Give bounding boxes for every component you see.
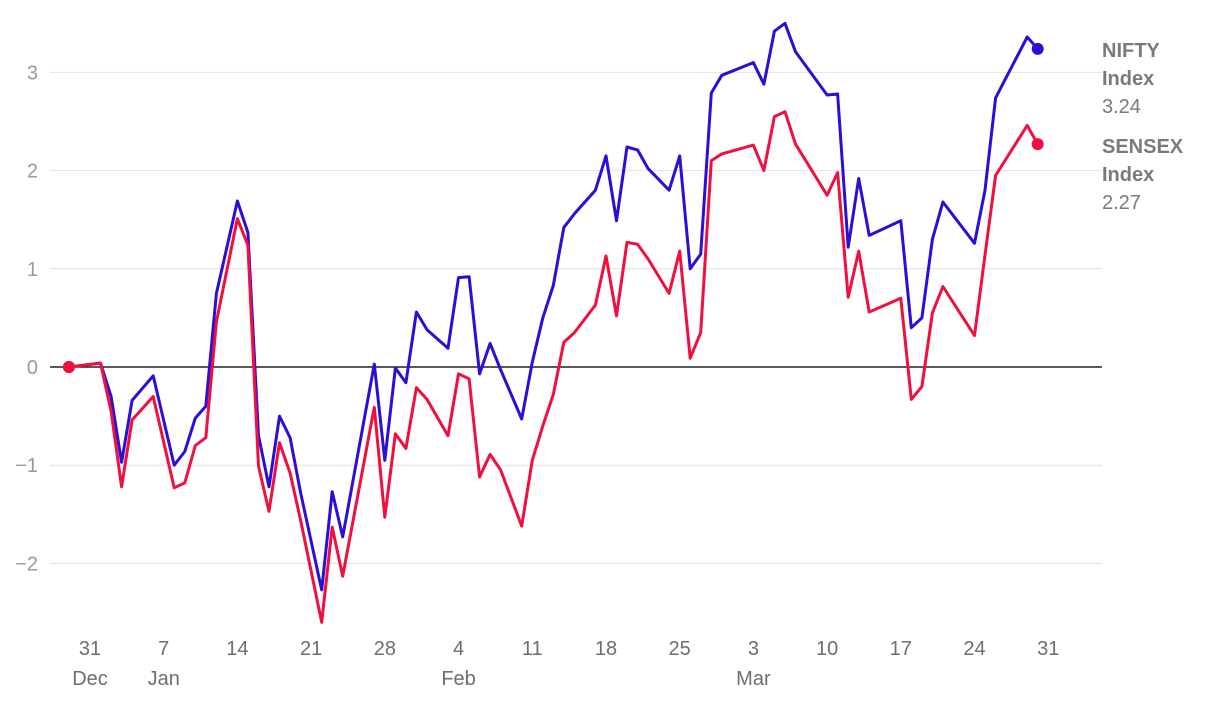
legend-series-name: Index [1102, 68, 1154, 90]
x-tick-label: 31 [79, 638, 101, 660]
x-tick-label: 14 [226, 638, 248, 660]
series-start-point [62, 361, 75, 373]
x-month-label: Jan [148, 668, 180, 690]
legend-series-name: SENSEX [1102, 136, 1184, 158]
series-line-nifty [67, 21, 1040, 592]
y-tick-label: 3 [27, 62, 38, 84]
y-tick-label: −1 [15, 455, 38, 477]
x-tick-label: 25 [669, 638, 691, 660]
x-month-label: Dec [72, 668, 108, 690]
x-tick-label: 28 [374, 638, 396, 660]
x-tick-label: 24 [963, 638, 985, 660]
x-tick-label: 17 [890, 638, 912, 660]
y-tick-label: −2 [15, 553, 38, 575]
x-tick-label: 11 [522, 638, 543, 660]
legend-series-value: 3.24 [1102, 96, 1141, 118]
y-tick-label: 0 [27, 357, 38, 379]
x-month-label: Feb [441, 668, 475, 690]
y-tick-label: 1 [27, 259, 38, 281]
x-tick-label: 3 [748, 638, 759, 660]
x-tick-label: 4 [453, 638, 464, 660]
series-line-sensex [67, 110, 1040, 624]
series-lines [62, 21, 1044, 624]
x-tick-label: 21 [300, 638, 322, 660]
x-tick-label: 18 [595, 638, 617, 660]
series-end-point [1031, 42, 1044, 55]
y-tick-label: 2 [27, 161, 38, 183]
legend: NIFTY Index 3.24 SENSEX Index 2.27 [1102, 40, 1184, 214]
legend-series-value: 2.27 [1102, 192, 1141, 214]
legend-series-name: Index [1102, 164, 1154, 186]
x-month-label: Mar [736, 668, 771, 690]
series-end-point [1031, 138, 1044, 151]
grid-lines [50, 71, 1102, 564]
legend-series-name: NIFTY [1102, 40, 1160, 62]
x-tick-label: 31 [1037, 638, 1059, 660]
x-tick-label: 10 [816, 638, 838, 660]
x-tick-label: 7 [158, 638, 169, 660]
